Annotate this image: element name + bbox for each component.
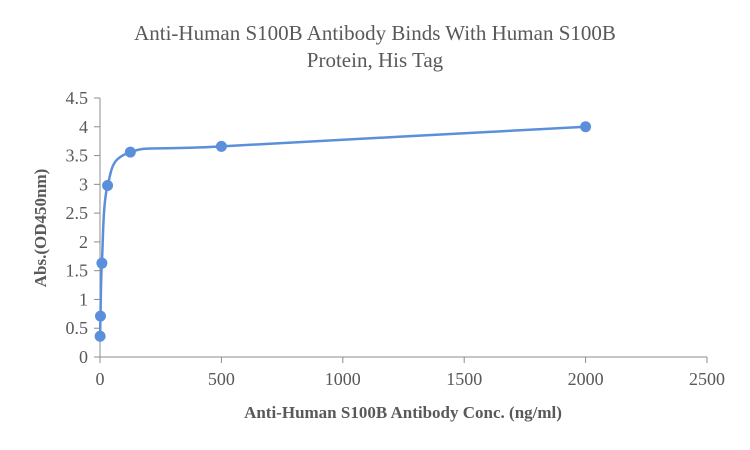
x-axis-label: Anti-Human S100B Antibody Conc. (ng/ml) xyxy=(244,403,562,422)
chart-title-line-2: Protein, His Tag xyxy=(307,48,444,72)
chart-title-line-1: Anti-Human S100B Antibody Binds With Hum… xyxy=(134,21,616,45)
data-point xyxy=(96,257,108,269)
y-tick-label: 2.5 xyxy=(66,203,89,223)
data-point xyxy=(124,146,136,158)
y-tick-label: 4 xyxy=(79,117,88,137)
series-line xyxy=(98,125,586,337)
x-tick-label: 1000 xyxy=(325,369,361,389)
data-point xyxy=(102,179,114,191)
data-point xyxy=(580,121,592,133)
y-tick-label: 2 xyxy=(79,232,88,252)
y-tick-label: 4.5 xyxy=(66,88,89,108)
data-point xyxy=(215,140,227,152)
x-tick-label: 500 xyxy=(208,369,235,389)
y-tick-label: 0 xyxy=(79,347,88,367)
y-tick-label: 3.5 xyxy=(66,146,89,166)
x-tick-label: 1500 xyxy=(446,369,482,389)
y-tick-label: 1 xyxy=(79,289,88,309)
y-tick-label: 3 xyxy=(79,174,88,194)
y-axis-label: Abs.(OD450nm) xyxy=(31,169,50,288)
data-point xyxy=(94,310,106,322)
x-tick-label: 0 xyxy=(96,369,105,389)
y-tick-label: 0.5 xyxy=(66,318,89,338)
y-tick-label: 1.5 xyxy=(66,261,89,281)
x-tick-label: 2500 xyxy=(689,369,725,389)
data-point xyxy=(94,330,106,342)
x-tick-label: 2000 xyxy=(568,369,604,389)
